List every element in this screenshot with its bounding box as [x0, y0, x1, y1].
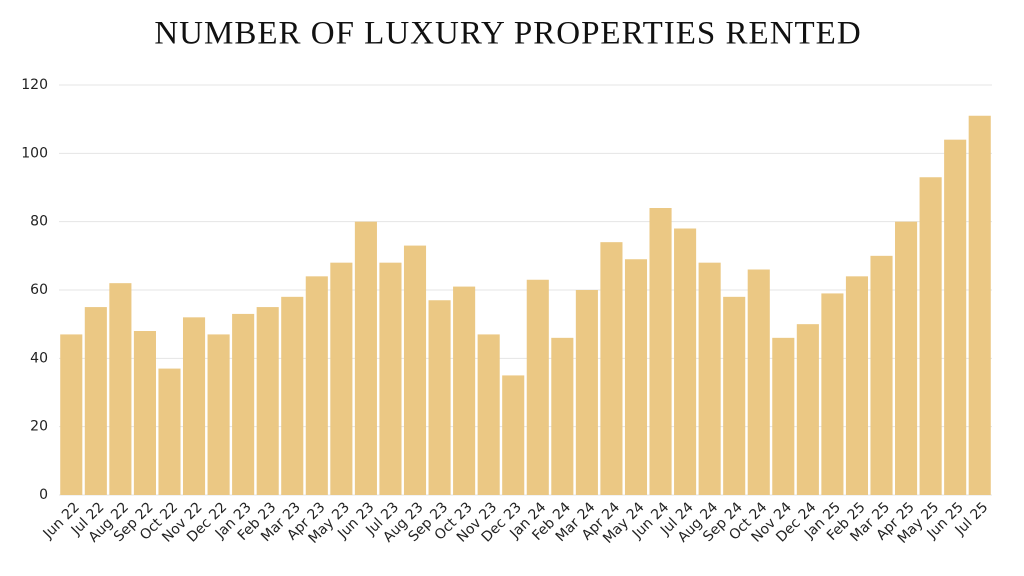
y-tick-label: 100 — [21, 145, 48, 161]
bar — [919, 177, 942, 495]
bar — [551, 337, 574, 495]
bar — [747, 269, 770, 495]
bar — [870, 255, 893, 495]
bar — [895, 221, 918, 495]
bar — [674, 228, 697, 495]
y-tick-label: 40 — [30, 350, 48, 366]
y-tick-label: 0 — [39, 487, 48, 503]
bar — [207, 334, 230, 495]
y-tick-label: 60 — [30, 282, 48, 298]
bar — [330, 262, 353, 495]
bar — [698, 262, 721, 495]
y-tick-label: 20 — [30, 419, 48, 435]
chart-title: NUMBER OF LUXURY PROPERTIES RENTED — [154, 16, 861, 52]
y-tick-label: 80 — [30, 214, 48, 230]
bar — [624, 259, 648, 495]
bar — [403, 245, 427, 495]
bar — [453, 286, 476, 495]
bar — [502, 375, 525, 495]
bar — [305, 276, 328, 495]
bar — [968, 115, 991, 495]
bar — [84, 307, 107, 495]
bar — [428, 300, 451, 495]
bar — [796, 324, 819, 495]
bar — [600, 242, 623, 495]
bar — [232, 313, 255, 495]
bar — [649, 208, 672, 495]
bar — [944, 139, 967, 495]
bar — [575, 290, 598, 495]
bar — [845, 276, 869, 495]
bar — [109, 283, 132, 495]
bar — [256, 307, 279, 495]
bar — [133, 331, 156, 495]
y-tick-label: 120 — [21, 77, 48, 93]
bar — [182, 317, 206, 495]
bar — [158, 368, 181, 495]
bar — [772, 337, 795, 495]
bar — [477, 334, 500, 495]
bar — [354, 221, 377, 495]
bar — [281, 296, 304, 495]
bar — [379, 262, 402, 495]
bar — [526, 279, 549, 495]
bar — [821, 293, 844, 495]
bar — [723, 296, 746, 495]
bar — [60, 334, 83, 495]
